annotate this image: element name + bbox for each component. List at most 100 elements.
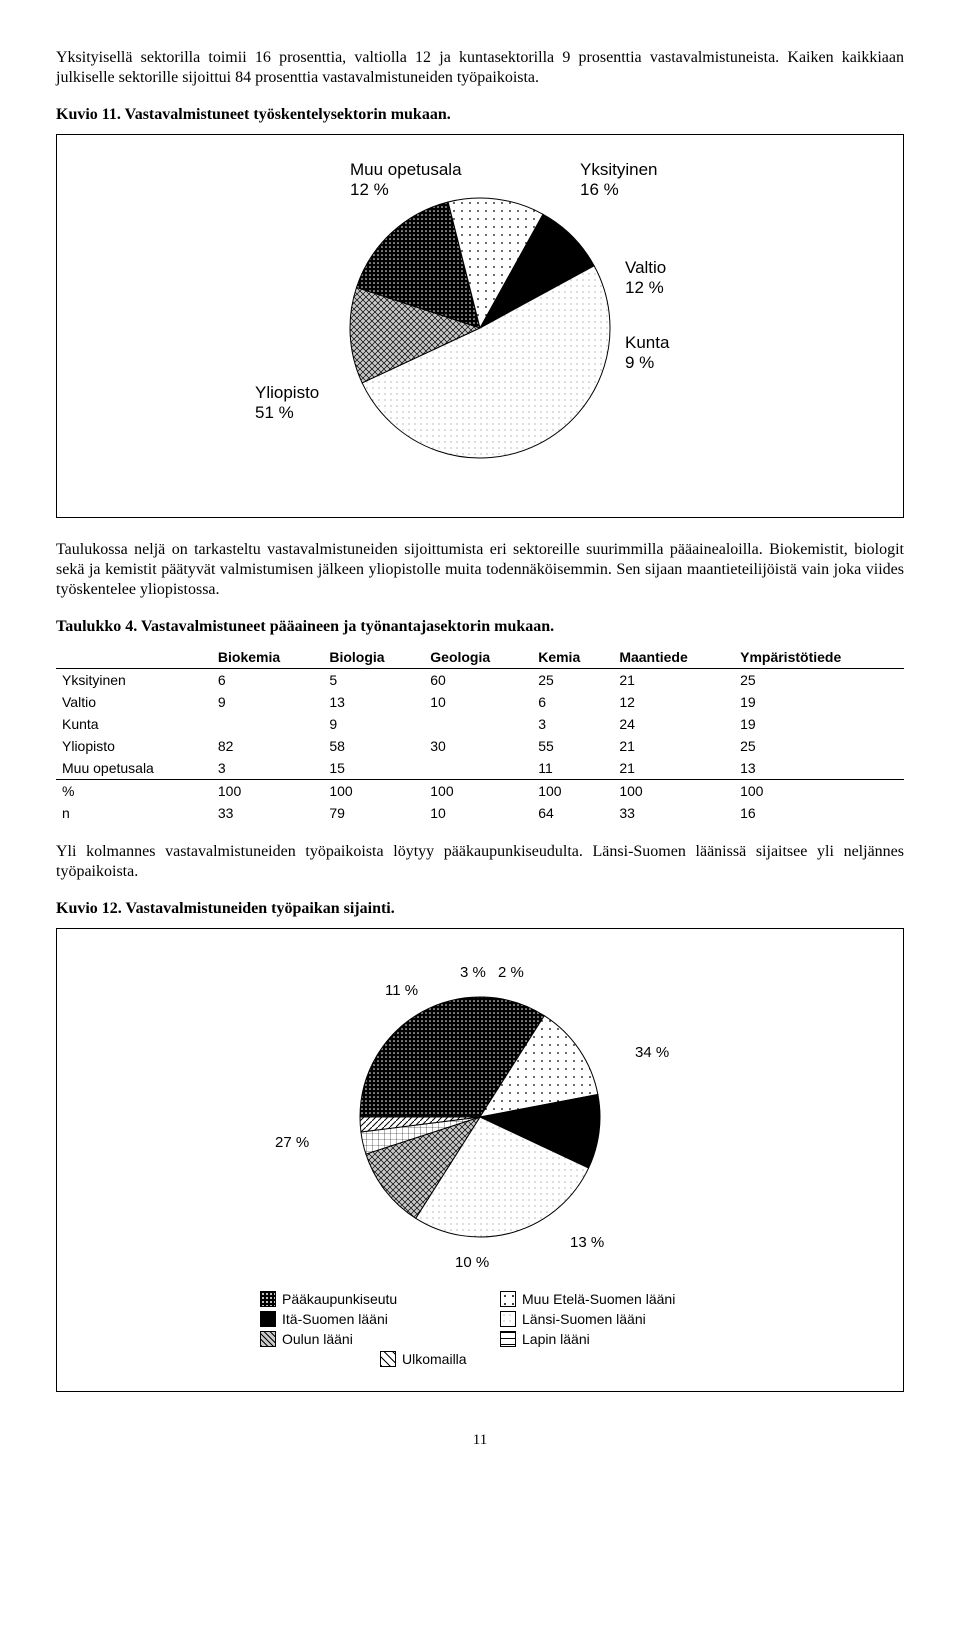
table-cell: 13: [323, 691, 424, 713]
pie-slice-label: 27 %: [275, 1134, 309, 1151]
legend-swatch: [260, 1291, 276, 1307]
table-cell: %: [56, 780, 212, 803]
table-cell: 100: [532, 780, 613, 803]
figure11-caption: Kuvio 11. Vastavalmistuneet työskentelys…: [56, 106, 904, 124]
pie-slice-label: 3 %: [460, 964, 486, 981]
pie-slice-label: 51 %: [255, 403, 294, 422]
table4: BiokemiaBiologiaGeologiaKemiaMaantiedeYm…: [56, 646, 904, 824]
table-cell: 13: [734, 757, 904, 780]
table-cell: 24: [613, 713, 734, 735]
table-cell: 11: [532, 757, 613, 780]
legend-item: Muu Etelä-Suomen lääni: [500, 1291, 700, 1307]
table-cell: 5: [323, 669, 424, 692]
pie-slice-label: 10 %: [455, 1254, 489, 1271]
pie-slice-label: 13 %: [570, 1234, 604, 1251]
table-cell: 16: [734, 802, 904, 824]
table-cell: 9: [212, 691, 323, 713]
pie-chart-sectors: Muu opetusala12 %Yksityinen16 %Valtio12 …: [180, 153, 780, 493]
figure12-chart: 3 % 2 % 11 % 34 % 27 % 10 % 13 % Pääkaupunkise…: [56, 928, 904, 1392]
table-header: Ympäristötiede: [734, 646, 904, 669]
table-cell: 58: [323, 735, 424, 757]
pie-slice-label: Yliopisto: [255, 383, 319, 402]
table-cell: Yliopisto: [56, 735, 212, 757]
legend-item: Pääkaupunkiseutu: [260, 1291, 460, 1307]
table-cell: 33: [613, 802, 734, 824]
legend-swatch: [260, 1331, 276, 1347]
table-cell: Valtio: [56, 691, 212, 713]
figure12-caption: Kuvio 12. Vastavalmistuneiden työpaikan …: [56, 900, 904, 918]
legend-label: Oulun lääni: [282, 1331, 353, 1347]
table-cell: 3: [212, 757, 323, 780]
legend-item: Oulun lääni: [260, 1331, 460, 1347]
table-cell: 82: [212, 735, 323, 757]
table-cell: 79: [323, 802, 424, 824]
table-cell: 30: [424, 735, 532, 757]
legend-label: Ulkomailla: [402, 1351, 467, 1367]
table-cell: 25: [532, 669, 613, 692]
table-cell: 15: [323, 757, 424, 780]
table-cell: 55: [532, 735, 613, 757]
table-cell: 10: [424, 802, 532, 824]
table-cell: Kunta: [56, 713, 212, 735]
table-cell: Muu opetusala: [56, 757, 212, 780]
legend-label: Itä-Suomen lääni: [282, 1311, 388, 1327]
table-cell: 60: [424, 669, 532, 692]
pie-slice-label: 2 %: [498, 964, 524, 981]
table-header: Kemia: [532, 646, 613, 669]
table-header: Maantiede: [613, 646, 734, 669]
table-cell: 19: [734, 691, 904, 713]
legend-swatch: [500, 1331, 516, 1347]
pie-slice-label: Muu opetusala: [350, 160, 462, 179]
pie-slice-label: 11 %: [385, 982, 418, 999]
page-number: 11: [56, 1432, 904, 1449]
table-header: Biokemia: [212, 646, 323, 669]
table-header: Biologia: [323, 646, 424, 669]
table-cell: 33: [212, 802, 323, 824]
table-cell: 100: [734, 780, 904, 803]
table-cell: 19: [734, 713, 904, 735]
para-after-table4: Yli kolmannes vastavalmistuneiden työpai…: [56, 842, 904, 882]
table-header: Geologia: [424, 646, 532, 669]
legend-item: Ulkomailla: [380, 1351, 580, 1367]
table-cell: 100: [212, 780, 323, 803]
table-cell: 21: [613, 669, 734, 692]
table-header: [56, 646, 212, 669]
pie-slice-label: 16 %: [580, 180, 619, 199]
legend-label: Lapin lääni: [522, 1331, 590, 1347]
pie-slice-label: Valtio: [625, 258, 666, 277]
table-cell: [424, 757, 532, 780]
table-cell: 21: [613, 735, 734, 757]
para-after-fig11: Taulukossa neljä on tarkasteltu vastaval…: [56, 540, 904, 600]
table-cell: [424, 713, 532, 735]
table-cell: 21: [613, 757, 734, 780]
legend-swatch: [500, 1291, 516, 1307]
pie-slice-label: Kunta: [625, 333, 670, 352]
figure12-legend: Pääkaupunkiseutu Muu Etelä-Suomen lääni It…: [81, 1291, 879, 1367]
legend-label: Muu Etelä-Suomen lääni: [522, 1291, 675, 1307]
table-cell: 6: [532, 691, 613, 713]
pie-slice-label: Yksityinen: [580, 160, 657, 179]
table-cell: 100: [424, 780, 532, 803]
table-cell: 100: [613, 780, 734, 803]
table-cell: 25: [734, 669, 904, 692]
legend-item: Lapin lääni: [500, 1331, 700, 1347]
pie-chart-location: 3 % 2 % 11 % 34 % 27 % 10 % 13 %: [180, 947, 780, 1287]
pie-slice-label: 12 %: [625, 278, 664, 297]
legend-swatch: [500, 1311, 516, 1327]
legend-swatch: [380, 1351, 396, 1367]
table-cell: 64: [532, 802, 613, 824]
legend-item: Länsi-Suomen lääni: [500, 1311, 700, 1327]
table4-caption: Taulukko 4. Vastavalmistuneet pääaineen …: [56, 618, 904, 636]
table-cell: 10: [424, 691, 532, 713]
table-cell: 12: [613, 691, 734, 713]
table-cell: Yksityinen: [56, 669, 212, 692]
table-cell: n: [56, 802, 212, 824]
legend-label: Pääkaupunkiseutu: [282, 1291, 397, 1307]
legend-swatch: [260, 1311, 276, 1327]
table-cell: [212, 713, 323, 735]
intro-paragraph: Yksityisellä sektorilla toimii 16 prosen…: [56, 48, 904, 88]
legend-item: Itä-Suomen lääni: [260, 1311, 460, 1327]
table-cell: 25: [734, 735, 904, 757]
pie-slice-label: 34 %: [635, 1044, 669, 1061]
pie-slice-label: 12 %: [350, 180, 389, 199]
